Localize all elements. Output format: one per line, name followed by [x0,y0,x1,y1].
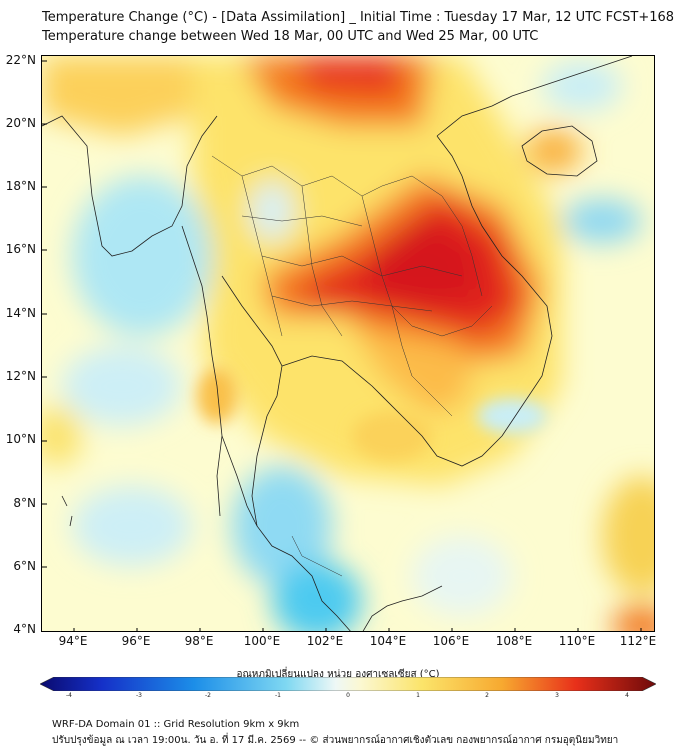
lon-label-104e: 104°E [369,634,407,648]
colorbar-tick: -4 [66,692,72,699]
map-canvas [42,56,654,631]
lon-label-108e: 108°E [495,634,533,648]
colorbar-tick: -1 [275,692,281,699]
colorbar-tick: 2 [485,692,489,699]
colorbar [40,677,656,691]
colorbar-tick: -2 [205,692,211,699]
lon-label-96e: 96°E [121,634,151,648]
lat-label-6n: 6°N [13,559,36,573]
lon-label-100e: 100°E [243,634,281,648]
colorbar-tick: 0 [346,692,350,699]
temperature-field-detail [197,368,547,461]
colorbar-tick: 3 [555,692,559,699]
lon-label-94e: 94°E [58,634,88,648]
temperature-change-map [41,55,655,632]
axis-ticks [42,60,642,631]
lon-label-106e: 106°E [432,634,470,648]
lat-label-22n: 22°N [5,53,36,67]
colorbar-title: อุณหภูมิเปลี่ยนแปลง หน่วย องศาเซลเซียส (… [236,669,440,680]
lat-label-12n: 12°N [5,369,36,383]
lon-label-112e: 112°E [619,634,657,648]
lat-label-14n: 14°N [5,306,36,320]
title-line-1: Temperature Change (°C) - [Data Assimila… [42,10,675,25]
lat-label-16n: 16°N [5,242,36,256]
lon-label-110e: 110°E [558,634,596,648]
admin-borders [211,155,493,577]
footer-update-info: ปรับปรุงข้อมูล ณ เวลา 19:00น. วัน อ. ที่… [52,735,619,746]
footer-model-info: WRF-DA Domain 01 :: Grid Resolution 9km … [52,719,300,730]
lon-label-98e: 98°E [184,634,214,648]
coastlines [42,56,633,631]
lon-label-102e: 102°E [306,634,344,648]
lat-label-8n: 8°N [13,496,36,510]
lat-label-18n: 18°N [5,179,36,193]
colorbar-tick: -3 [136,692,142,699]
colorbar-tick: 4 [625,692,629,699]
lat-label-20n: 20°N [5,116,36,130]
lat-label-10n: 10°N [5,432,36,446]
title-line-2: Temperature change between Wed 18 Mar, 0… [42,29,539,44]
lat-label-4n: 4°N [13,622,36,636]
colorbar-tick: 1 [416,692,420,699]
